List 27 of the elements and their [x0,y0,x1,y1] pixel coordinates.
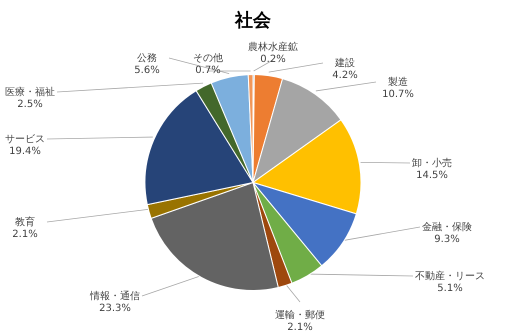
data-label: 19.4% [9,146,41,157]
slice-label: 運輸・郵便 [275,309,325,321]
slice-label: 医療・福祉 [5,86,55,98]
data-label: 14.5% [416,170,448,181]
data-label: 2.5% [17,99,43,110]
slice-label: 農林水産鉱 [248,41,298,53]
data-label: 9.3% [434,234,460,245]
data-label: 4.2% [332,70,358,81]
slice-label: 教育 [15,216,35,228]
slice-label: 情報・通信 [89,290,140,302]
data-label: 0.2% [260,54,286,65]
data-label: 2.1% [12,229,38,240]
data-label: 0.7% [195,65,221,76]
data-label: 10.7% [382,89,414,100]
slice-label: 不動産・リース [415,270,485,282]
slice-label: 建設 [334,57,355,69]
slice-label: その他 [193,52,223,64]
data-label: 2.1% [287,322,313,333]
data-label: 5.1% [437,283,463,294]
slice-label: 金融・保険 [422,221,472,233]
slice-label: 卸・小売 [412,157,452,169]
data-label: 23.3% [99,303,131,314]
data-label: 5.6% [134,65,160,76]
slice-label: 公務 [137,52,157,64]
slice-label: サービス [5,134,45,145]
slice-label: 製造 [388,76,408,88]
chart-title: 社会 [234,10,272,31]
